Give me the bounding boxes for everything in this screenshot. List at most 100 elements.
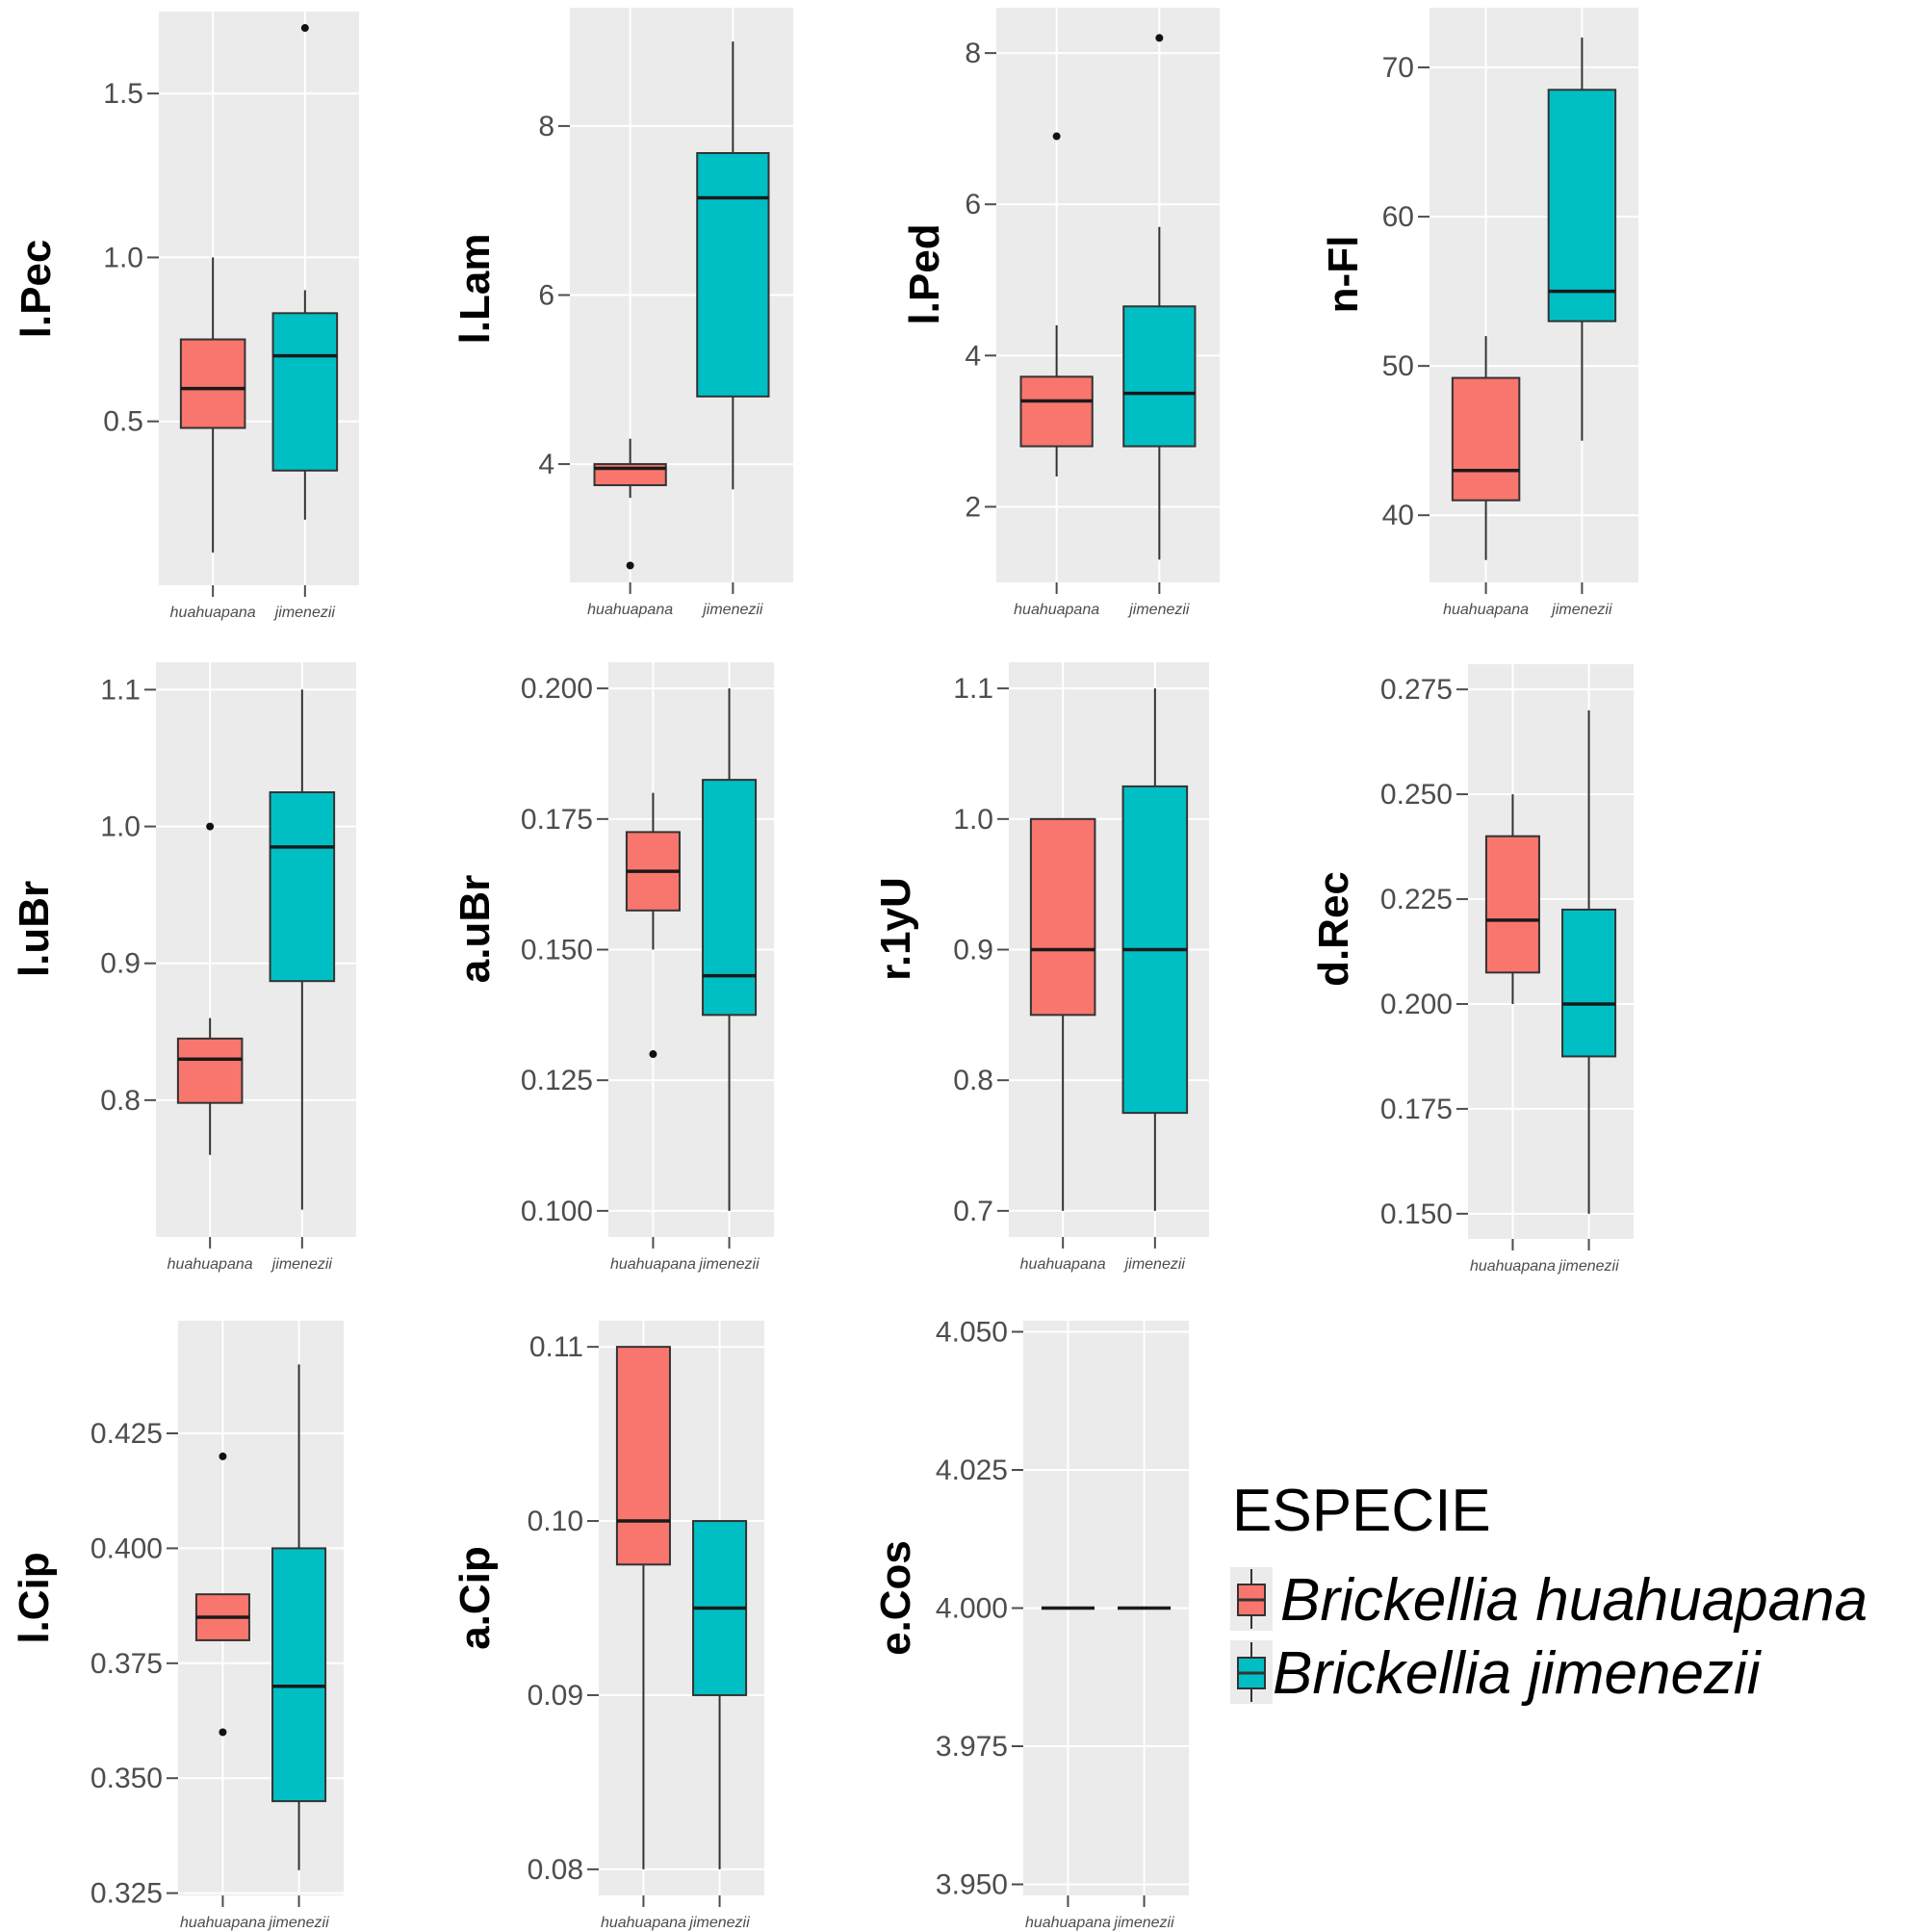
x-tick-label: jimenezii (1123, 1256, 1186, 1273)
outlier-point (1052, 132, 1061, 141)
x-tick-label: jimenezii (1550, 602, 1612, 618)
y-tick-label: 0.250 (1380, 779, 1453, 811)
x-tick-label: huahuapana (1020, 1256, 1106, 1273)
y-tick-label: 6 (965, 189, 981, 220)
box-jimenezii (271, 312, 339, 472)
outlier-point (300, 24, 309, 33)
y-axis-label: n-Fl (1320, 236, 1367, 314)
y-tick-label: 4 (965, 340, 981, 372)
legend-label-huahuapana: Brickellia huahuapana (1280, 1567, 1868, 1634)
box-huahuapana (176, 1037, 244, 1104)
y-tick-label: 0.5 (103, 406, 143, 438)
y-tick-label: 1.0 (103, 242, 143, 273)
y-tick-label: 0.375 (90, 1648, 163, 1680)
y-axis-label: l.Lam (451, 234, 499, 345)
y-tick-label: 0.325 (90, 1878, 163, 1910)
y-axis-label: e.Cos (872, 1540, 919, 1656)
x-tick-label: jimenezii (697, 1256, 760, 1273)
panel-a.uBr: 0.100 0.125 0.150 0.175 0.200 huahuapana jimen… (451, 662, 774, 1273)
y-tick-label: 0.100 (521, 1196, 593, 1227)
y-tick-label: 1.1 (100, 674, 141, 706)
x-tick-label: jimenezii (1112, 1915, 1174, 1931)
y-tick-label: 4.000 (936, 1593, 1008, 1625)
x-tick-label: huahuapana (180, 1915, 266, 1931)
y-tick-label: 3.975 (936, 1731, 1008, 1763)
outlier-point (206, 822, 215, 831)
y-tick-label: 60 (1382, 201, 1414, 233)
y-axis-label: l.Pec (13, 240, 60, 339)
y-tick-label: 0.11 (529, 1331, 583, 1363)
box-jimenezii (271, 1547, 327, 1803)
y-tick-label: 1.0 (953, 804, 993, 836)
y-tick-label: 0.8 (100, 1085, 141, 1117)
box-jimenezii (702, 779, 758, 1017)
outlier-point (1155, 34, 1164, 42)
panel-d.Rec: 0.150 0.175 0.200 0.225 0.250 0.275 huahuapana… (1310, 664, 1634, 1275)
box-jimenezii (1561, 908, 1617, 1058)
outlier-point (219, 1728, 227, 1737)
x-tick-label: jimenezii (267, 1915, 329, 1931)
outlier-point (649, 1050, 657, 1059)
panel-r.1yU: 0.7 0.8 0.9 1.0 1.1 huahuapana jimenezii r.1yU (872, 662, 1209, 1273)
outlier-point (626, 561, 634, 570)
y-tick-label: 6 (538, 280, 554, 312)
outlier-point (219, 1452, 227, 1460)
legend-item-huahuapana: Brickellia huahuapana (1230, 1567, 1868, 1634)
panel-l.Pec: 0.5 1.0 1.5 huahuapana jimenezii l.Pec (13, 12, 359, 621)
y-axis-label: r.1yU (872, 877, 919, 981)
y-tick-label: 4 (538, 449, 554, 480)
x-tick-label: jimenezii (1127, 602, 1190, 618)
panel-a.Cip: 0.08 0.09 0.10 0.11 huahuapana jimenezii a.Cip (451, 1321, 764, 1931)
box-huahuapana (179, 338, 246, 429)
y-tick-label: 8 (965, 38, 981, 69)
y-tick-label: 2 (965, 491, 981, 523)
y-tick-label: 70 (1382, 52, 1414, 84)
y-tick-label: 0.175 (521, 804, 593, 836)
y-tick-label: 1.5 (103, 78, 143, 110)
panel-e.Cos: 3.950 3.975 4.000 4.025 4.050 huahuapana jimen… (872, 1316, 1189, 1931)
box-huahuapana (615, 1346, 671, 1566)
y-tick-label: 0.8 (953, 1065, 993, 1096)
y-tick-label: 0.175 (1380, 1094, 1453, 1125)
y-tick-label: 0.09 (528, 1680, 583, 1712)
box-jimenezii (1122, 305, 1197, 448)
panel-l.Cip: 0.325 0.350 0.375 0.400 0.425 huahuapana jimen… (11, 1321, 344, 1931)
y-tick-label: 0.400 (90, 1533, 163, 1564)
x-tick-label: jimenezii (701, 602, 763, 618)
panel-n-Fl: 40 50 60 70 huahuapana jimenezii n-Fl (1320, 8, 1638, 618)
x-tick-label: huahuapana (1470, 1258, 1556, 1275)
x-tick-label: huahuapana (1025, 1915, 1111, 1931)
plot-panel (159, 12, 359, 585)
y-tick-label: 0.150 (1380, 1198, 1453, 1230)
y-tick-label: 1.0 (100, 811, 141, 843)
y-tick-label: 0.10 (528, 1506, 583, 1537)
y-tick-label: 3.950 (936, 1869, 1008, 1901)
x-tick-label: huahuapana (1443, 602, 1529, 618)
box-huahuapana (1029, 817, 1096, 1017)
y-tick-label: 4.050 (936, 1316, 1008, 1348)
y-tick-label: 40 (1382, 500, 1414, 531)
y-axis-label: l.Ped (901, 223, 948, 324)
x-tick-label: huahuapana (610, 1256, 696, 1273)
legend-title: ESPECIE (1232, 1478, 1491, 1544)
y-tick-label: 0.9 (100, 948, 141, 980)
box-jimenezii (1547, 89, 1617, 322)
x-tick-label: huahuapana (601, 1915, 686, 1931)
y-tick-label: 0.125 (521, 1065, 593, 1096)
y-tick-label: 0.08 (528, 1854, 583, 1886)
box-huahuapana (1451, 376, 1521, 502)
y-tick-label: 0.200 (521, 673, 593, 705)
y-axis-label: l.Cip (11, 1552, 58, 1643)
legend-item-jimenezii: Brickellia jimenezii (1230, 1640, 1763, 1707)
legend-label-jimenezii: Brickellia jimenezii (1273, 1640, 1763, 1707)
legend: ESPECIE Brickellia huahuapana Brickellia… (1230, 1478, 1868, 1707)
y-tick-label: 0.200 (1380, 989, 1453, 1020)
x-tick-label: jimenezii (273, 605, 336, 621)
x-tick-label: jimenezii (270, 1256, 333, 1273)
y-tick-label: 0.7 (953, 1196, 993, 1227)
y-tick-label: 1.1 (953, 673, 993, 705)
x-tick-label: huahuapana (587, 602, 673, 618)
box-jimenezii (696, 152, 770, 398)
y-axis-label: d.Rec (1310, 871, 1357, 987)
